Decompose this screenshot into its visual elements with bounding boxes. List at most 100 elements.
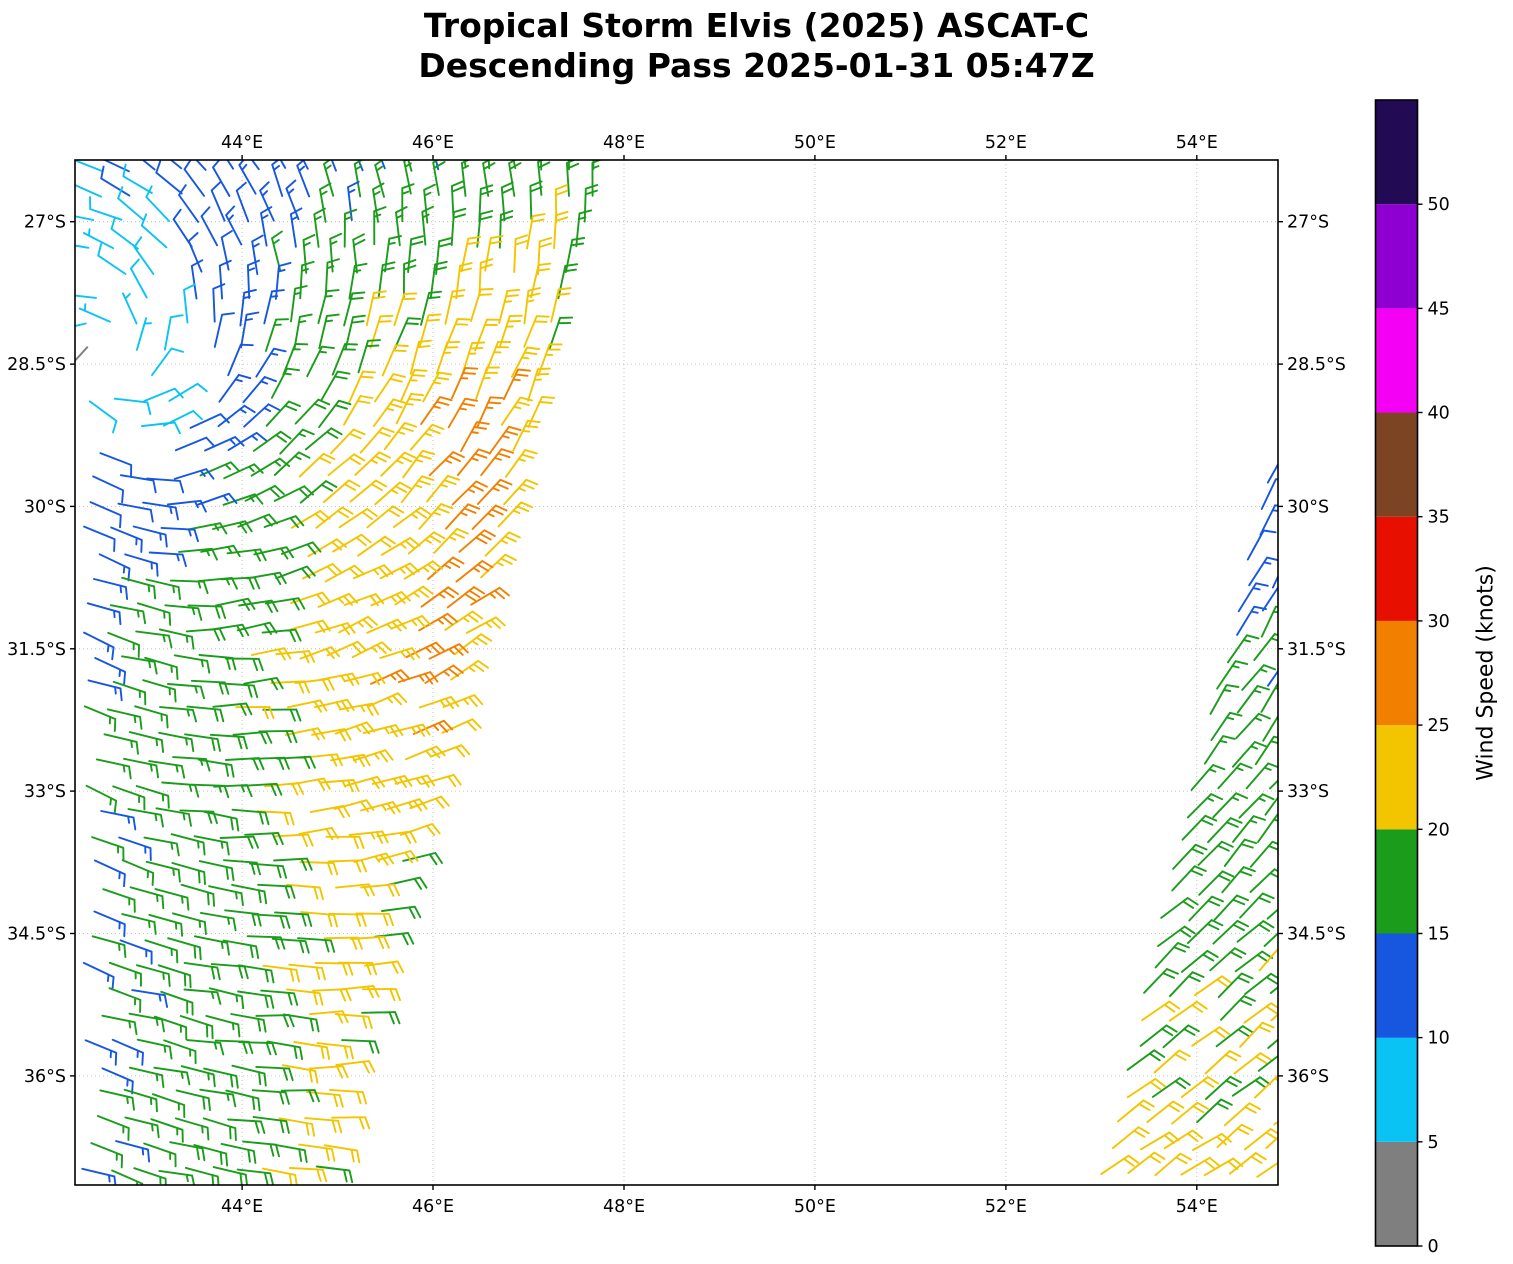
wind-barb bbox=[1259, 504, 1278, 536]
colorbar-segment bbox=[1375, 829, 1418, 934]
wind-barb bbox=[148, 760, 186, 779]
wind-barb bbox=[90, 1142, 124, 1169]
wind-barb bbox=[190, 679, 230, 695]
x-tick-label-bottom: 48°E bbox=[603, 1197, 645, 1217]
wind-barb bbox=[304, 1117, 343, 1134]
wind-barb bbox=[96, 1115, 130, 1141]
wind-barb bbox=[498, 288, 521, 324]
wind-barb bbox=[123, 1088, 158, 1113]
wind-barb bbox=[140, 213, 168, 249]
wind-barb bbox=[145, 185, 170, 222]
wind-barb bbox=[1151, 1077, 1191, 1098]
wind-barb bbox=[461, 341, 486, 376]
wind-barb bbox=[235, 181, 250, 223]
wind-barb bbox=[213, 312, 235, 348]
wind-barb bbox=[1267, 1038, 1278, 1049]
wind-barb bbox=[298, 1143, 336, 1162]
wind-barb bbox=[352, 233, 366, 274]
wind-barb bbox=[288, 963, 326, 981]
wind-barb bbox=[183, 283, 196, 324]
x-tick-label-top: 54°E bbox=[1176, 133, 1218, 153]
wind-barb bbox=[85, 784, 118, 814]
colorbar-frame bbox=[1374, 99, 1419, 1247]
wind-barb bbox=[389, 723, 431, 737]
wind-barb bbox=[412, 719, 454, 735]
wind-barb bbox=[1168, 1000, 1208, 1022]
chart-title: Tropical Storm Elvis (2025) ASCAT-C Desc… bbox=[0, 6, 1513, 87]
grid-layer bbox=[75, 160, 1278, 1185]
wind-barb bbox=[374, 160, 385, 198]
wind-barb bbox=[220, 682, 259, 699]
wind-barb bbox=[394, 585, 434, 606]
wind-barb bbox=[1163, 1129, 1204, 1150]
wind-barb bbox=[434, 160, 440, 171]
wind-barb bbox=[338, 507, 378, 529]
wind-barb bbox=[453, 633, 493, 656]
wind-barb bbox=[401, 183, 415, 223]
wind-barb bbox=[500, 181, 515, 222]
wind-barb bbox=[330, 753, 371, 768]
wind-barb bbox=[163, 314, 184, 351]
wind-barb bbox=[299, 480, 338, 504]
wind-barb bbox=[101, 1067, 134, 1095]
wind-barb bbox=[135, 317, 152, 351]
wind-barbs-right-swath bbox=[1100, 462, 1278, 1178]
wind-barb bbox=[393, 292, 418, 327]
wind-barb bbox=[1141, 1000, 1181, 1022]
wind-barb bbox=[1249, 868, 1278, 893]
colorbar-segment bbox=[1375, 620, 1418, 726]
wind-barb bbox=[421, 205, 435, 246]
wind-barb bbox=[261, 628, 302, 643]
wind-barb bbox=[136, 602, 172, 626]
wind-barb bbox=[386, 876, 428, 890]
wind-barb bbox=[1212, 792, 1249, 819]
wind-barb bbox=[380, 451, 417, 477]
wind-barb bbox=[423, 183, 436, 224]
wind-barb bbox=[172, 912, 207, 935]
wind-barb bbox=[1238, 793, 1275, 819]
x-tick-label-bottom: 46°E bbox=[412, 1197, 454, 1217]
wind-barb bbox=[249, 862, 288, 879]
wind-barb bbox=[328, 1088, 368, 1105]
wind-barb bbox=[353, 160, 364, 198]
wind-barb bbox=[99, 452, 133, 478]
wind-barb bbox=[530, 262, 552, 299]
wind-barb bbox=[365, 290, 387, 327]
wind-barbs-left-swath bbox=[75, 160, 603, 1185]
wind-barb bbox=[1260, 605, 1278, 638]
wind-barb bbox=[178, 547, 218, 561]
wind-barb bbox=[1198, 870, 1235, 896]
y-tick-label-right: 36°S bbox=[1287, 1067, 1329, 1087]
wind-barb bbox=[381, 905, 422, 919]
wind-barb bbox=[1100, 1154, 1140, 1176]
wind-barb bbox=[418, 695, 460, 710]
wind-barb bbox=[354, 451, 391, 476]
wind-barb bbox=[187, 604, 227, 619]
wind-barb bbox=[290, 591, 331, 605]
wind-barb bbox=[1186, 793, 1224, 819]
wind-barb bbox=[298, 452, 336, 478]
wind-barb bbox=[75, 346, 89, 363]
wind-barb bbox=[323, 1144, 361, 1164]
wind-barb bbox=[333, 799, 375, 813]
wind-barb bbox=[1248, 556, 1278, 587]
wind-barb bbox=[122, 292, 138, 325]
wind-barb bbox=[86, 602, 122, 626]
wind-barb bbox=[223, 463, 264, 480]
wind-barb bbox=[95, 758, 132, 780]
wind-barb bbox=[306, 345, 335, 378]
wind-barb bbox=[179, 809, 218, 825]
wind-barb bbox=[129, 886, 165, 910]
wind-barb bbox=[361, 1011, 401, 1025]
wind-barb bbox=[93, 910, 126, 938]
wind-barb bbox=[220, 230, 233, 271]
wind-barb bbox=[1180, 1156, 1220, 1176]
wind-barb bbox=[317, 592, 359, 608]
wind-barb bbox=[308, 1010, 349, 1024]
title-line-2: Descending Pass 2025-01-31 05:47Z bbox=[418, 46, 1095, 86]
wind-barb bbox=[169, 579, 209, 595]
wind-barb bbox=[190, 259, 204, 300]
wind-barb bbox=[455, 262, 473, 300]
wind-barb bbox=[273, 485, 314, 502]
wind-barb bbox=[300, 911, 339, 928]
